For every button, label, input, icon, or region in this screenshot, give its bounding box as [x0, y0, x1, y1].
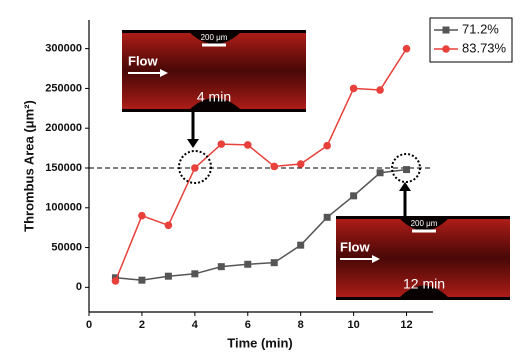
point [297, 241, 305, 249]
legend: 71.2% 83.73% [429, 17, 513, 63]
inset-flow: Flow [128, 53, 158, 68]
x-tick-label: 0 [86, 319, 92, 331]
point [164, 221, 173, 230]
point [191, 270, 199, 278]
point [270, 162, 279, 171]
point [376, 86, 384, 94]
point [164, 272, 172, 280]
inset-scale: 200 μm [201, 33, 228, 42]
y-tick-label: 250000 [45, 82, 82, 94]
x-tick-label: 12 [400, 319, 412, 331]
point [323, 213, 331, 221]
point [217, 263, 225, 271]
point [349, 84, 358, 93]
point [403, 166, 411, 174]
inset-time: 4 min [197, 89, 231, 105]
point [243, 141, 252, 149]
point [138, 276, 146, 284]
inset-scale: 200 μm [411, 219, 438, 228]
point [270, 259, 278, 267]
point [323, 141, 331, 150]
series-line [115, 168, 407, 281]
legend-label: 71.2% [462, 21, 499, 36]
point [350, 192, 358, 200]
y-tick-label: 50000 [51, 241, 82, 253]
legend-marker [442, 26, 450, 34]
y-tick-label: 200000 [45, 122, 82, 134]
series-line [114, 48, 408, 282]
y-tick-label: 300000 [45, 43, 82, 55]
point [244, 260, 252, 268]
inset-image: 200 μm Flow 12 min [336, 216, 510, 300]
y-axis-label: Thrombus Area (μm²) [21, 100, 36, 232]
legend-box [429, 17, 513, 63]
y-tick-label: 0 [76, 281, 82, 293]
legend-marker [442, 45, 450, 53]
point [296, 160, 305, 168]
legend-label: 83.73% [462, 40, 507, 55]
point [111, 277, 120, 285]
point [138, 211, 146, 220]
point [191, 164, 199, 172]
point [376, 169, 384, 177]
point [402, 44, 411, 53]
x-tick-label: 6 [245, 319, 251, 331]
x-tick-label: 10 [347, 319, 359, 331]
inset-flow: Flow [340, 239, 370, 254]
plot: 0 50000 100000 150000 200000 250000 300000 0 2 4 6… [45, 20, 433, 331]
y-tick-label: 150000 [45, 162, 82, 174]
inset-image: 200 μm Flow 4 min [122, 30, 306, 112]
x-tick-label: 4 [192, 319, 199, 331]
point [217, 140, 226, 148]
x-tick-label: 2 [139, 319, 145, 331]
x-tick-label: 8 [298, 319, 304, 331]
y-tick-label: 100000 [45, 202, 82, 214]
inset-time: 12 min [403, 276, 445, 292]
x-axis-label: Time (min) [227, 335, 293, 350]
